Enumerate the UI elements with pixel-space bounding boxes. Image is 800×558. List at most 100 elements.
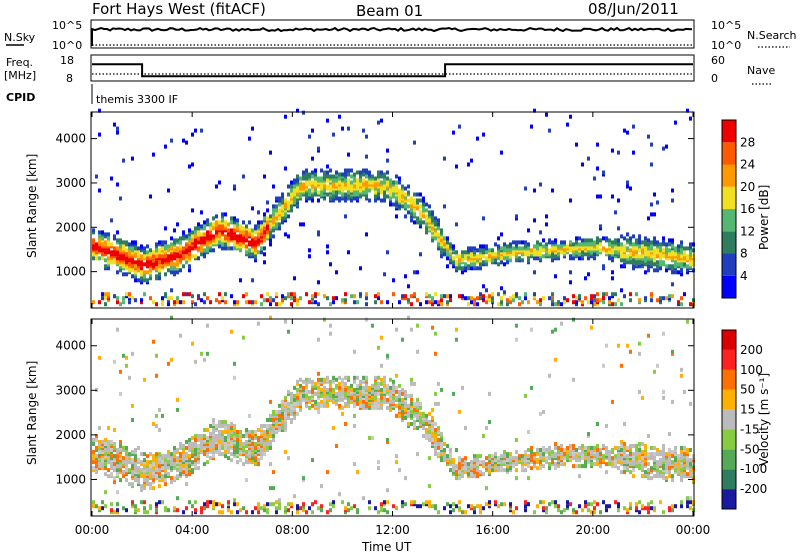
heatmap-cell <box>236 222 239 227</box>
y-tick-label: 1000 <box>55 472 86 486</box>
heatmap-cell <box>602 236 605 241</box>
heatmap-cell <box>629 236 632 241</box>
heatmap-cell <box>269 315 272 320</box>
heatmap-cell <box>179 240 182 245</box>
heatmap-cell <box>176 300 179 305</box>
heatmap-cell <box>353 300 356 305</box>
heatmap-cell <box>551 188 554 193</box>
heatmap-cell <box>407 204 410 209</box>
heatmap-cell <box>512 250 515 255</box>
heatmap-cell <box>386 158 389 163</box>
heatmap-cell <box>380 508 383 513</box>
heatmap-cell <box>236 430 239 434</box>
heatmap-cell <box>194 226 197 231</box>
heatmap-cell <box>212 234 215 239</box>
heatmap-cell <box>473 298 476 303</box>
heatmap-cell <box>551 450 554 454</box>
heatmap-cell <box>500 454 503 459</box>
heatmap-cell <box>173 248 176 253</box>
heatmap-cell <box>203 220 206 225</box>
heatmap-cell <box>578 464 581 469</box>
heatmap-cell <box>470 246 473 251</box>
heatmap-cell <box>569 270 572 275</box>
heatmap-cell <box>173 228 176 233</box>
heatmap-cell <box>539 230 542 235</box>
heatmap-cell <box>233 228 236 233</box>
heatmap-cell <box>278 498 281 503</box>
heatmap-cell <box>434 351 437 356</box>
heatmap-cell <box>533 244 536 249</box>
heatmap-cell <box>152 486 155 491</box>
heatmap-cell <box>623 446 626 450</box>
heatmap-cell <box>203 300 206 305</box>
heatmap-cell <box>275 416 278 420</box>
heatmap-cell <box>203 224 206 229</box>
nave-tick-top: 60 <box>711 54 725 67</box>
heatmap-cell <box>356 470 359 475</box>
heatmap-cell <box>137 466 140 471</box>
heatmap-cell <box>188 454 191 459</box>
heatmap-cell <box>206 230 209 235</box>
heatmap-cell <box>506 298 509 303</box>
heatmap-cell <box>599 224 602 229</box>
heatmap-cell <box>473 250 476 255</box>
heatmap-cell <box>377 510 380 515</box>
heatmap-cell <box>167 472 170 477</box>
heatmap-cell <box>602 500 605 505</box>
heatmap-cell <box>242 230 245 235</box>
heatmap-cell <box>179 268 182 273</box>
heatmap-cell <box>395 506 398 511</box>
heatmap-cell <box>422 411 425 416</box>
heatmap-cell <box>326 178 329 183</box>
heatmap-cell <box>119 478 122 483</box>
heatmap-cell <box>332 375 335 380</box>
heatmap-cell <box>161 413 164 418</box>
heatmap-cell <box>116 468 119 473</box>
heatmap-cell <box>242 226 245 231</box>
heatmap-cell <box>329 188 332 193</box>
heatmap-cell <box>614 302 617 307</box>
heatmap-cell <box>344 387 347 392</box>
heatmap-cell <box>401 500 404 505</box>
heatmap-cell <box>131 450 134 454</box>
heatmap-cell <box>395 373 398 378</box>
heatmap-cell <box>185 248 188 253</box>
heatmap-cell <box>362 389 365 394</box>
heatmap-cell <box>131 458 134 463</box>
heatmap-cell <box>674 468 677 473</box>
heatmap-cell <box>95 464 98 469</box>
colorbar-swatch <box>722 164 736 187</box>
heatmap-cell <box>113 462 116 467</box>
heatmap-cell <box>242 220 245 225</box>
heatmap-cell <box>398 383 401 388</box>
heatmap-cell <box>134 448 137 452</box>
heatmap-cell <box>341 405 344 410</box>
heatmap-cell <box>437 446 440 450</box>
heatmap-cell <box>368 436 371 440</box>
heatmap-cell <box>641 456 644 461</box>
heatmap-cell <box>395 174 398 179</box>
heatmap-cell <box>194 238 197 243</box>
heatmap-cell <box>350 387 353 392</box>
heatmap-cell <box>488 298 491 303</box>
heatmap-cell <box>191 341 194 346</box>
heatmap-cell <box>197 434 200 438</box>
heatmap-cell <box>680 474 683 479</box>
heatmap-cell <box>452 502 455 507</box>
heatmap-cell <box>164 272 167 277</box>
heatmap-cell <box>173 254 176 259</box>
heatmap-cell <box>509 258 512 263</box>
heatmap-cell <box>107 456 110 461</box>
heatmap-cell <box>689 500 692 505</box>
heatmap-cell <box>287 200 290 205</box>
heatmap-cell <box>623 262 626 267</box>
heatmap-cell <box>467 504 470 509</box>
heatmap-cell <box>329 331 332 336</box>
heatmap-cell <box>608 300 611 305</box>
heatmap-cell <box>539 448 542 452</box>
heatmap-cell <box>464 250 467 255</box>
heatmap-cell <box>647 456 650 461</box>
heatmap-cell <box>161 454 164 459</box>
time-axis-label: Time UT <box>361 540 412 554</box>
heatmap-cell <box>608 450 611 454</box>
